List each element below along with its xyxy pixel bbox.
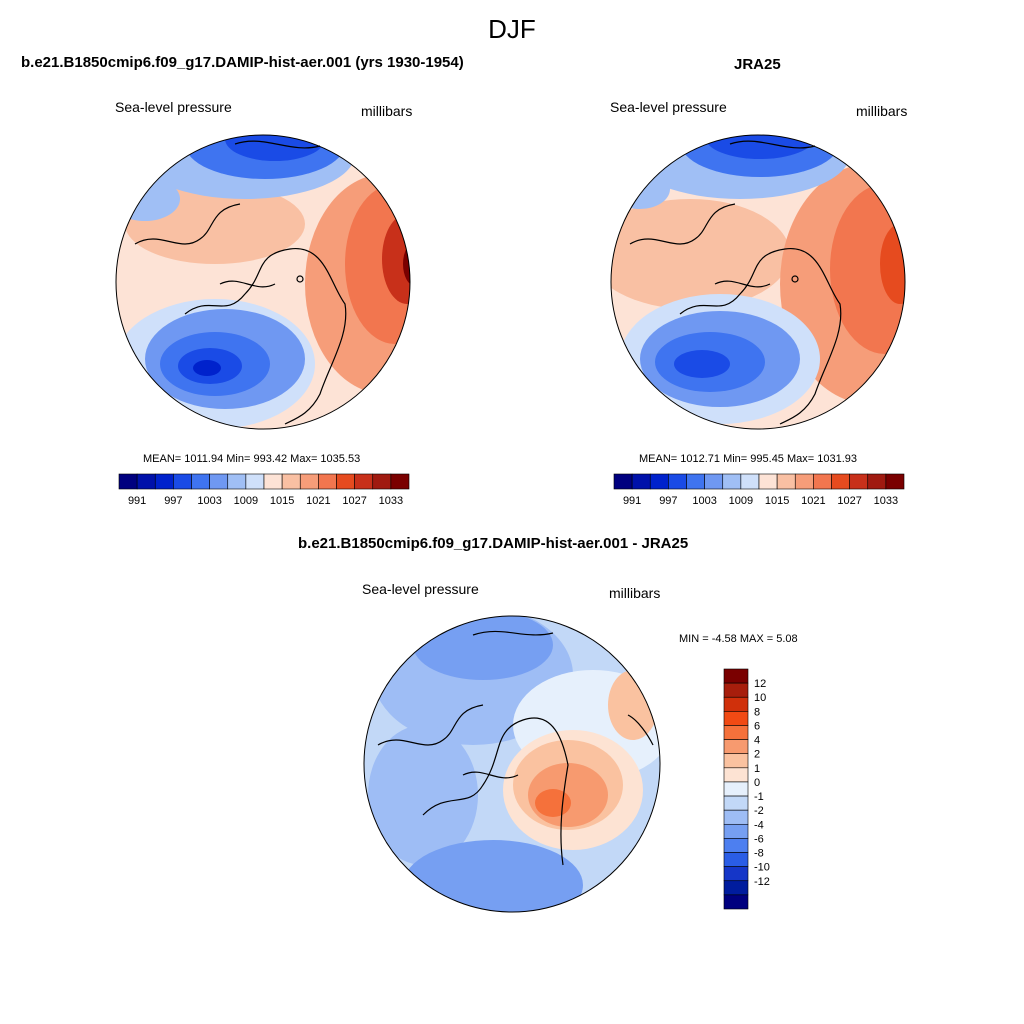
colorbar-difference-swatch [723, 809, 749, 825]
colorbar-model-swatch [354, 473, 374, 490]
colorbar-difference-swatch [723, 823, 749, 839]
colorbar-jra25-swatch [794, 473, 814, 490]
colorbar-model-swatch [263, 473, 283, 490]
colorbar-difference-swatch [723, 682, 749, 698]
colorbar-jra25-swatch [722, 473, 742, 490]
colorbar-model-tick-label: 1033 [379, 495, 403, 507]
panel2-title: JRA25 [734, 56, 781, 73]
map-jra25 [610, 134, 906, 430]
colorbar-jra25-swatch [776, 473, 796, 490]
colorbar-model-tick-label: 997 [164, 495, 182, 507]
colorbar-difference-tick-label: -2 [754, 805, 764, 817]
colorbar-difference-swatch [723, 725, 749, 740]
colorbar-difference-swatch [723, 795, 749, 811]
colorbar-difference-swatch [723, 711, 749, 726]
colorbar-jra25-swatch [686, 473, 705, 490]
colorbar-difference-swatch [723, 668, 749, 684]
colorbar-jra25-tick-label: 1003 [692, 495, 716, 507]
colorbar-difference-swatch [723, 838, 749, 853]
colorbar-jra25-swatch [704, 473, 724, 490]
colorbar-jra25-tick-label: 1027 [837, 495, 861, 507]
colorbar-model-tick-label: 1027 [342, 495, 366, 507]
colorbar-jra25-swatch [758, 473, 778, 490]
colorbar-difference-tick-label: -8 [754, 848, 764, 860]
colorbar-difference-swatch [723, 739, 749, 755]
colorbar-model-swatch [173, 473, 192, 490]
map-difference [363, 615, 661, 913]
panel2-units-label: millibars [856, 103, 908, 119]
colorbar-difference-tick-label: 8 [754, 706, 760, 718]
colorbar-jra25-swatch [668, 473, 687, 490]
colorbar-difference-tick-label: -1 [754, 791, 764, 803]
panel1-units-label: millibars [361, 103, 413, 119]
colorbar-model-tick-label: 1015 [270, 495, 294, 507]
colorbar-jra25-tick-label: 1015 [765, 495, 789, 507]
colorbar-jra25: 991 997 1003 1009 1015 1021 1027 1033 [613, 473, 905, 507]
colorbar-difference-tick-label: 1 [754, 763, 760, 775]
colorbar-difference-tick-label: 0 [754, 777, 760, 789]
colorbar-model-tick-label: 1009 [234, 495, 258, 507]
colorbar-jra25-tick-label: 1033 [874, 495, 898, 507]
panel2-stats: MEAN= 1012.71 Min= 995.45 Max= 1031.93 [639, 453, 858, 465]
colorbar-difference-tick-label: 12 [754, 678, 766, 690]
colorbar-model-swatch [318, 473, 337, 490]
colorbar-model-tick-label: 1003 [197, 495, 221, 507]
colorbar-jra25-swatch [867, 473, 887, 490]
colorbar-difference-swatch [723, 767, 749, 783]
colorbar-jra25-tick-label: 1021 [801, 495, 825, 507]
panel3-variable-label: Sea-level pressure [362, 581, 479, 597]
colorbar-model-swatch [191, 473, 210, 490]
colorbar-jra25-tick-label: 997 [659, 495, 677, 507]
colorbar-model: 991 997 1003 1009 1015 1021 1027 1033 [118, 473, 410, 507]
colorbar-jra25-swatch [885, 473, 905, 490]
colorbar-jra25-swatch [831, 473, 850, 490]
colorbar-difference-swatch [723, 781, 749, 797]
panel3-stats: MIN = -4.58 MAX = 5.08 [679, 633, 798, 645]
colorbar-difference-tick-label: -4 [754, 819, 764, 831]
panel1-variable-label: Sea-level pressure [115, 99, 232, 115]
colorbar-model-swatch [281, 473, 301, 490]
colorbar-model-tick-label: 991 [128, 495, 146, 507]
colorbar-model-swatch [154, 473, 174, 490]
colorbar-model-swatch [336, 473, 355, 490]
colorbar-difference-tick-label: -6 [754, 833, 764, 845]
colorbar-jra25-swatch [613, 473, 633, 490]
colorbar-jra25-tick-label: 991 [623, 495, 641, 507]
colorbar-difference-swatch [723, 894, 749, 910]
main-title: DJF [488, 14, 536, 44]
colorbar-difference-swatch [723, 866, 749, 882]
panel1-title: b.e21.B1850cmip6.f09_g17.DAMIP-hist-aer.… [21, 54, 464, 71]
map-model [115, 134, 411, 430]
colorbar-model-swatch [299, 473, 319, 490]
colorbar-difference-tick-label: 6 [754, 720, 760, 732]
colorbar-model-swatch [136, 473, 156, 490]
colorbar-model-swatch [118, 473, 138, 490]
colorbar-difference-swatch [723, 696, 749, 712]
colorbar-difference-tick-label: -12 [754, 876, 770, 888]
colorbar-difference-tick-label: 4 [754, 735, 760, 747]
colorbar-difference-tick-label: 10 [754, 692, 766, 704]
colorbar-difference-tick-label: 2 [754, 749, 760, 761]
panel3-units-label: millibars [609, 585, 661, 601]
panel1-stats: MEAN= 1011.94 Min= 993.42 Max= 1035.53 [143, 453, 361, 465]
colorbar-difference-swatch [723, 753, 749, 769]
colorbar-jra25-swatch [813, 473, 832, 490]
colorbar-model-swatch [372, 473, 392, 490]
colorbar-jra25-swatch [649, 473, 669, 490]
colorbar-jra25-swatch [740, 473, 760, 490]
colorbar-model-tick-label: 1021 [306, 495, 330, 507]
colorbar-model-swatch [227, 473, 247, 490]
colorbar-jra25-tick-label: 1009 [729, 495, 753, 507]
colorbar-model-swatch [390, 473, 410, 490]
colorbar-difference-swatch [723, 852, 749, 867]
panel2-variable-label: Sea-level pressure [610, 99, 727, 115]
colorbar-difference-swatch [723, 880, 749, 896]
colorbar-model-swatch [245, 473, 265, 490]
panel3-title: b.e21.B1850cmip6.f09_g17.DAMIP-hist-aer.… [298, 535, 689, 552]
colorbar-jra25-swatch [849, 473, 869, 490]
colorbar-model-swatch [209, 473, 229, 490]
colorbar-jra25-swatch [631, 473, 651, 490]
colorbar-difference-tick-label: -10 [754, 862, 770, 874]
